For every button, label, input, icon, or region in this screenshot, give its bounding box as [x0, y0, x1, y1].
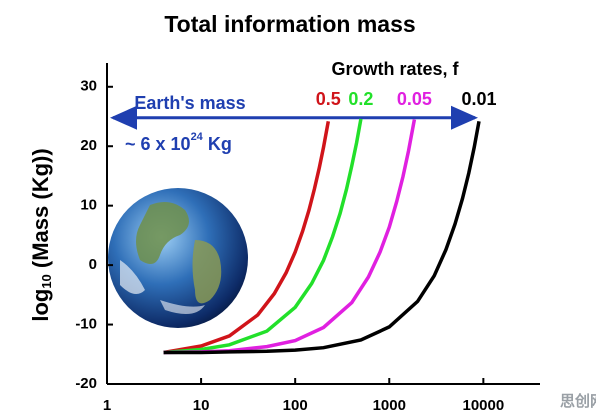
mass-unit: Kg [203, 134, 232, 154]
series-line [163, 118, 363, 355]
series-line [163, 120, 331, 355]
series-label: 0.2 [348, 89, 373, 109]
mass-sup: 24 [191, 131, 204, 143]
watermark: 思创网 [560, 392, 596, 410]
mass-main: ~ 6 x 10 [125, 134, 191, 154]
x-tick-label: 10000 [462, 397, 504, 414]
y-tick-label: -10 [75, 316, 97, 333]
x-tick-label: 1 [103, 397, 111, 414]
legend-title: Growth rates, f [331, 59, 459, 79]
earth-image [108, 188, 248, 328]
y-tick-label: 30 [80, 78, 97, 95]
y-axis-label: log10 (Mass (Kg)) [28, 148, 55, 321]
series-label: 0.01 [462, 89, 497, 109]
series-line [163, 120, 481, 355]
x-tick-label: 100 [283, 397, 308, 414]
series-label: 0.05 [397, 89, 432, 109]
y-label-rest: (Mass (Kg)) [28, 148, 53, 274]
y-label-sub: 10 [39, 274, 54, 288]
series-line [163, 119, 417, 355]
y-tick-label: 0 [89, 256, 97, 273]
chart-title: Total information mass [164, 11, 415, 37]
y-tick-label: 10 [80, 197, 97, 214]
annotation-text: Earth's mass [134, 93, 245, 113]
x-tick-label: 10 [193, 397, 210, 414]
y-tick-label: -20 [75, 375, 97, 392]
mass-annotation: ~ 6 x 1024 Kg [125, 131, 232, 154]
y-label-main: log [28, 289, 53, 322]
y-tick-label: 20 [80, 137, 97, 154]
series-label: 0.5 [316, 89, 341, 109]
x-tick-label: 1000 [373, 397, 406, 414]
